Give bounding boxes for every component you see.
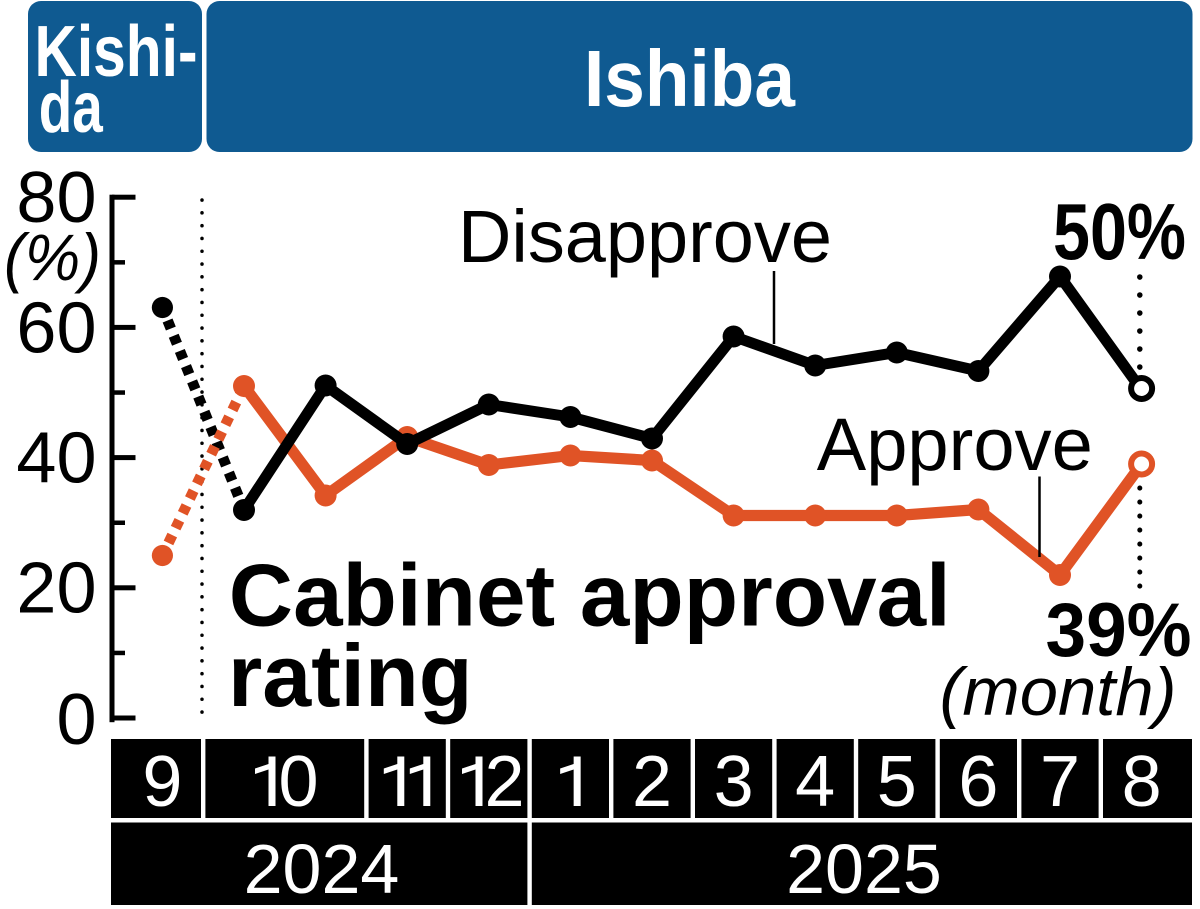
svg-text:2024: 2024 — [244, 830, 400, 908]
svg-text:80: 80 — [16, 158, 96, 238]
svg-text:50%: 50% — [1053, 187, 1186, 276]
svg-text:0: 0 — [56, 680, 96, 760]
svg-text:3: 3 — [714, 742, 754, 822]
svg-text:(%): (%) — [4, 220, 101, 294]
svg-text:20: 20 — [16, 549, 96, 629]
svg-text:Kishi-: Kishi- — [35, 12, 198, 92]
svg-text:8: 8 — [1122, 742, 1162, 822]
svg-text:39%: 39% — [1046, 588, 1192, 673]
svg-text:(month): (month) — [940, 654, 1177, 730]
svg-text:2: 2 — [485, 742, 525, 822]
svg-text:Approve: Approve — [817, 403, 1093, 486]
svg-text:rating: rating — [228, 626, 472, 725]
svg-text:Ishiba: Ishiba — [584, 34, 795, 123]
svg-text:Cabinet approval: Cabinet approval — [229, 546, 951, 645]
svg-text:7: 7 — [1040, 742, 1080, 822]
svg-text:Disapprove: Disapprove — [458, 195, 832, 278]
svg-text:5: 5 — [877, 742, 917, 822]
svg-text:40: 40 — [16, 419, 96, 499]
svg-text:0: 0 — [279, 742, 319, 822]
svg-text:4: 4 — [795, 742, 835, 822]
svg-text:9: 9 — [142, 742, 182, 822]
svg-text:6: 6 — [958, 742, 998, 822]
svg-text:da: da — [39, 68, 104, 148]
svg-text:2025: 2025 — [786, 830, 942, 908]
svg-text:2: 2 — [632, 742, 672, 822]
svg-text:60: 60 — [16, 288, 96, 368]
